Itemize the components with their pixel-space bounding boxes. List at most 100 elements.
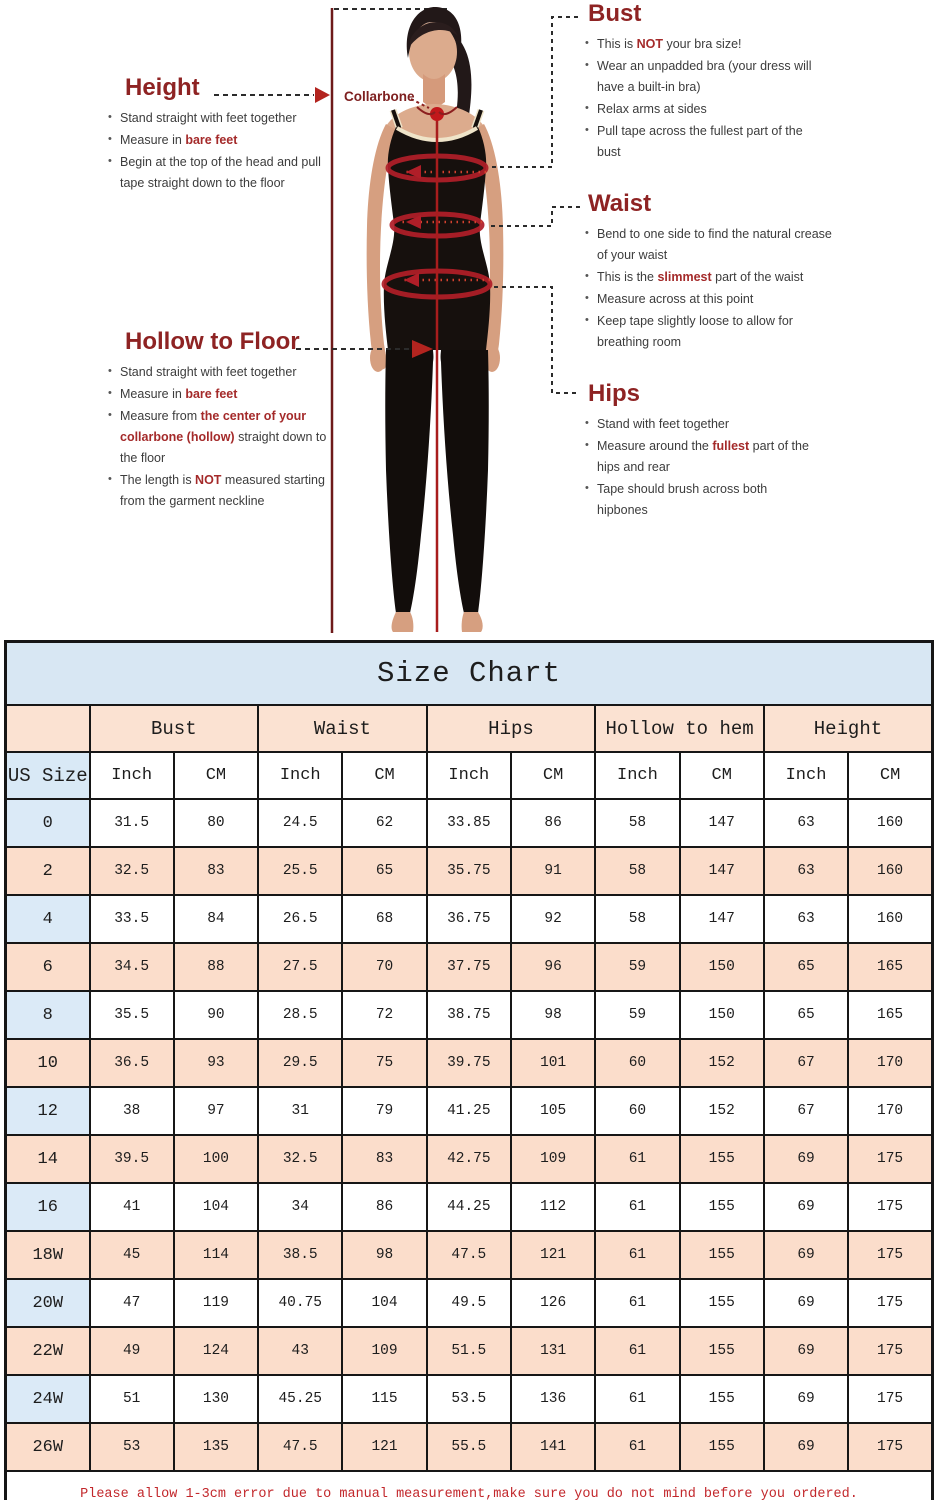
value-cell: 98 (509, 990, 597, 1040)
value-cell: 34.5 (88, 942, 175, 992)
value-cell: 160 (847, 846, 934, 896)
column-group-header: Bust (88, 704, 260, 753)
section-hips: Hips Stand with feet together Measure aro… (584, 380, 818, 522)
value-cell: 160 (847, 894, 934, 944)
value-cell: 43 (257, 1326, 344, 1376)
value-cell: 58 (594, 846, 681, 896)
bullet-item: Pull tape across the fullest part of the… (584, 121, 818, 163)
value-cell: 47 (88, 1278, 175, 1328)
bullet-text: Relax arms at sides (597, 101, 707, 116)
section-bust-title: Bust (588, 0, 642, 27)
hollow-to-floor-line (296, 98, 458, 632)
table-row: 2 32.5 83 25.5 65 35.75 91 58 147 63 160 (4, 846, 934, 896)
value-cell: 41 (88, 1182, 175, 1232)
section-height-title: Height (125, 74, 200, 101)
value-cell: 155 (678, 1134, 765, 1184)
size-cell: 0 (4, 798, 91, 848)
value-cell: 83 (172, 846, 260, 896)
value-cell: 91 (509, 846, 597, 896)
value-cell: 59 (594, 990, 681, 1040)
bullet-text: Keep tape slightly loose to allow for br… (597, 313, 793, 349)
corner-cell (4, 704, 91, 753)
size-cell: 22W (4, 1326, 91, 1376)
value-cell: 175 (847, 1374, 934, 1424)
size-cell: 16 (4, 1182, 91, 1232)
value-cell: 36.75 (425, 894, 512, 944)
table-row: 26W 53 135 47.5 121 55.5 141 61 155 69 175 (4, 1422, 934, 1472)
value-cell: 33.5 (88, 894, 175, 944)
value-cell: 33.85 (425, 798, 512, 848)
value-cell: 60 (594, 1038, 681, 1088)
unit-header: Inch (762, 751, 850, 800)
value-cell: 36.5 (88, 1038, 175, 1088)
unit-header: Inch (425, 751, 512, 800)
unit-header: CM (509, 751, 597, 800)
value-cell: 160 (847, 798, 934, 848)
value-cell: 47.5 (425, 1230, 512, 1280)
table-row: 0 31.5 80 24.5 62 33.85 86 58 147 63 160 (4, 798, 934, 848)
value-cell: 119 (172, 1278, 260, 1328)
size-cell: 4 (4, 894, 91, 944)
bullet-text: Begin at the top of the head and pull ta… (120, 154, 321, 190)
value-cell: 155 (678, 1374, 765, 1424)
section-hollow-to-floor-title: Hollow to Floor (125, 328, 300, 355)
value-cell: 51.5 (425, 1326, 512, 1376)
bullet-text: Measure in (120, 386, 186, 401)
table-row: 14 39.5 100 32.5 83 42.75 109 61 155 69 175 (4, 1134, 934, 1184)
value-cell: 165 (847, 942, 934, 992)
table-row: 4 33.5 84 26.5 68 36.75 92 58 147 63 160 (4, 894, 934, 944)
bullet-text: Measure across at this point (597, 291, 754, 306)
bullet-text: Wear an unpadded bra (your dress will ha… (597, 58, 812, 94)
bust-bracket (492, 16, 578, 168)
value-cell: 150 (678, 990, 765, 1040)
value-cell: 155 (678, 1278, 765, 1328)
value-cell: 59 (594, 942, 681, 992)
value-cell: 53 (88, 1422, 175, 1472)
value-cell: 109 (341, 1326, 428, 1376)
value-cell: 124 (172, 1326, 260, 1376)
bullet-item: Relax arms at sides (584, 99, 818, 120)
bullet-text: Stand straight with feet together (120, 110, 297, 125)
value-cell: 39.75 (425, 1038, 512, 1088)
value-cell: 84 (172, 894, 260, 944)
value-cell: 42.75 (425, 1134, 512, 1184)
value-cell: 70 (341, 942, 428, 992)
measurement-diagram: Collarbone Height Stand straight with fe… (0, 0, 938, 640)
section-hips-title: Hips (588, 380, 641, 407)
value-cell: 93 (172, 1038, 260, 1088)
value-cell: 72 (341, 990, 428, 1040)
value-cell: 92 (509, 894, 597, 944)
value-cell: 69 (762, 1326, 850, 1376)
value-cell: 147 (678, 798, 765, 848)
bullet-item: The length is NOT measured starting from… (107, 470, 339, 512)
value-cell: 135 (172, 1422, 260, 1472)
value-cell: 35.5 (88, 990, 175, 1040)
value-cell: 152 (678, 1086, 765, 1136)
size-cell: 24W (4, 1374, 91, 1424)
collarbone-label: Collarbone (344, 89, 415, 104)
bullet-item: Stand with feet together (584, 414, 818, 435)
bullet-text: Measure around the (597, 438, 713, 453)
bullet-text: Bend to one side to find the natural cre… (597, 226, 832, 262)
bullet-item: Keep tape slightly loose to allow for br… (584, 311, 832, 353)
value-cell: 152 (678, 1038, 765, 1088)
table-row: 22W 49 124 43 109 51.5 131 61 155 69 175 (4, 1326, 934, 1376)
value-cell: 90 (172, 990, 260, 1040)
value-cell: 35.75 (425, 846, 512, 896)
column-group-header: Hollow to hem (594, 704, 765, 753)
row-header-cell: US Size (4, 751, 91, 800)
value-cell: 34 (257, 1182, 344, 1232)
value-cell: 79 (341, 1086, 428, 1136)
value-cell: 175 (847, 1182, 934, 1232)
value-cell: 100 (172, 1134, 260, 1184)
value-cell: 31 (257, 1086, 344, 1136)
bullet-item: Tape should brush across both hipbones (584, 479, 818, 521)
value-cell: 97 (172, 1086, 260, 1136)
column-group-header: Height (762, 704, 934, 753)
bullet-item: Stand straight with feet together (107, 362, 339, 383)
value-cell: 49.5 (425, 1278, 512, 1328)
table-row: 20W 47 119 40.75 104 49.5 126 61 155 69 175 (4, 1278, 934, 1328)
unit-header: CM (341, 751, 428, 800)
value-cell: 170 (847, 1086, 934, 1136)
